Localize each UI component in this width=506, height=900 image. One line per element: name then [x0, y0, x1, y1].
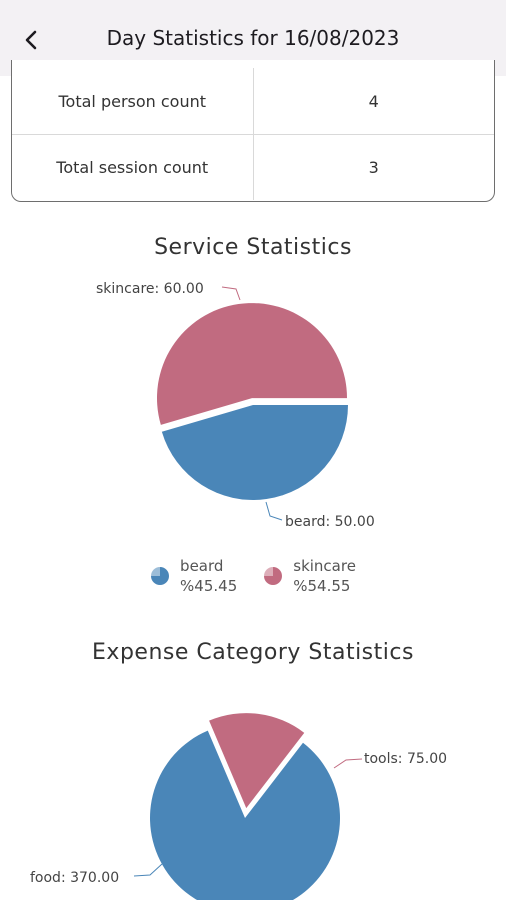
pie-icon — [151, 567, 170, 585]
table-row: Total session count 3 — [12, 134, 494, 200]
expense-chart-title: Expense Category Statistics — [92, 640, 414, 665]
label-connector-food — [133, 863, 163, 877]
slice-label-skincare: skincare: 60.00 — [96, 281, 204, 297]
back-button[interactable] — [14, 22, 50, 58]
legend-item-beard[interactable]: beard %45.45 — [150, 556, 237, 596]
session-count-label: Total session count — [12, 134, 254, 200]
label-connector-tools — [333, 758, 363, 769]
legend-percent-skincare: %54.55 — [293, 577, 351, 595]
pie-slice-food[interactable] — [150, 730, 340, 900]
label-connector-beard — [265, 501, 283, 521]
pie-icon — [264, 567, 283, 585]
chevron-left-icon — [25, 30, 37, 50]
service-pie-chart[interactable]: skincare: 60.00 beard: 50.00 — [0, 270, 506, 540]
pie-slice-beard[interactable] — [161, 405, 348, 500]
person-count-value: 4 — [368, 91, 379, 111]
pie-slice-skincare[interactable] — [157, 303, 347, 425]
pie-slice-tools[interactable] — [209, 713, 305, 809]
slice-label-food: food: 370.00 — [30, 870, 119, 886]
slice-label-beard: beard: 50.00 — [285, 514, 375, 530]
legend-label-skincare: skincare — [293, 557, 356, 575]
summary-table: Total person count 4 Total session count… — [11, 60, 495, 202]
legend-percent-beard: %45.45 — [180, 577, 238, 595]
legend-label-beard: beard — [180, 557, 224, 575]
label-connector-skincare — [221, 286, 241, 301]
session-count-value: 3 — [368, 157, 379, 177]
service-chart-title: Service Statistics — [154, 235, 352, 260]
service-legend: beard %45.45 skincare %54.55 — [0, 556, 506, 596]
expense-pie-chart[interactable]: tools: 75.00 food: 370.00 — [0, 690, 506, 900]
person-count-label: Total person count — [12, 68, 254, 134]
page-title: Day Statistics for 16/08/2023 — [106, 26, 400, 50]
legend-item-skincare[interactable]: skincare %54.55 — [263, 556, 356, 596]
table-row: Total person count 4 — [12, 68, 494, 135]
slice-label-tools: tools: 75.00 — [364, 751, 447, 767]
